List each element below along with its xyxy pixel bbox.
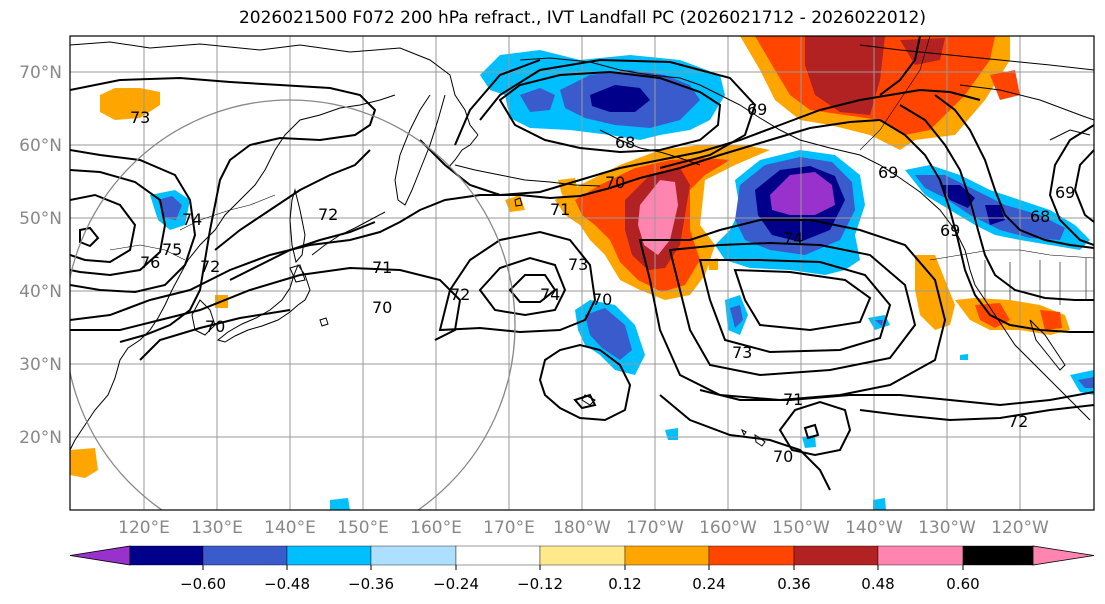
contour-label: 71 [783, 390, 803, 409]
lat-label: 40°N [19, 282, 62, 302]
lon-label: 150°W [772, 518, 830, 538]
contour-label: 76 [140, 253, 160, 272]
colorbar-segment [877, 545, 964, 566]
contour-label: 70 [605, 173, 625, 192]
contour-label: 72 [200, 257, 220, 276]
colorbar-tick-label: 0.36 [777, 575, 810, 593]
colorbar-tick-label: −0.12 [517, 575, 563, 593]
lon-label: 130°W [918, 518, 976, 538]
contour-label: 68 [615, 133, 635, 152]
contour-label: 70 [592, 290, 612, 309]
contour-label: 71 [372, 258, 392, 277]
colorbar-tick-label: −0.60 [180, 575, 226, 593]
lat-label: 20°N [19, 428, 62, 448]
colorbar: −0.60 −0.48 −0.36 −0.24 −0.12 0.12 0.24 … [69, 545, 1095, 593]
map-title: 2026021500 F072 200 hPa refract., IVT La… [238, 8, 926, 28]
lat-label: 30°N [19, 355, 62, 375]
contour-label: 72 [1008, 412, 1028, 431]
contour-label: 69 [1055, 183, 1075, 202]
lon-label: 180°W [553, 518, 611, 538]
contour-label: 72 [450, 285, 470, 304]
colorbar-segment [370, 545, 457, 566]
colorbar-segment [129, 545, 204, 566]
colorbar-segment [202, 545, 288, 566]
lon-label: 140°E [264, 518, 316, 538]
refractivity-contours [70, 36, 1094, 491]
contour-label: 70 [205, 317, 225, 336]
lon-label: 160°E [410, 518, 462, 538]
contour-label: 75 [162, 240, 182, 259]
contour-label: 73 [568, 255, 588, 274]
colorbar-segment [962, 545, 1034, 566]
lon-label: 170°W [626, 518, 684, 538]
colorbar-tick-label: 0.24 [692, 575, 725, 593]
lon-label: 120°W [991, 518, 1049, 538]
lat-label: 70°N [19, 63, 62, 83]
range-ring [70, 99, 516, 510]
lon-label: 130°E [191, 518, 243, 538]
lon-label: 160°W [699, 518, 757, 538]
lat-label: 60°N [19, 136, 62, 156]
latitude-labels: 70°N 60°N 50°N 40°N 30°N 20°N [19, 63, 62, 448]
colorbar-tick-label: 0.60 [946, 575, 979, 593]
contour-label: 69 [747, 100, 767, 119]
map-frame [69, 35, 1095, 511]
contour-label: 69 [940, 221, 960, 240]
colorbar-segment [624, 545, 710, 566]
contour-label: 73 [732, 343, 752, 362]
contour-label: 74 [540, 285, 560, 304]
colorbar-tick-label: 0.48 [861, 575, 894, 593]
contour-label: 70 [773, 447, 793, 466]
contour-label: 69 [878, 163, 898, 182]
colorbar-min-arrow [69, 545, 131, 566]
lon-label: 140°W [845, 518, 903, 538]
contour-label: 73 [130, 108, 150, 127]
lon-label: 170°E [483, 518, 535, 538]
contour-label: 74 [182, 210, 202, 229]
contour-label: 68 [1030, 207, 1050, 226]
colorbar-tick-label: −0.48 [264, 575, 310, 593]
contour-labels: 73 76 75 74 72 70 72 71 70 72 74 73 70 6… [130, 100, 1075, 466]
colorbar-tick-label: −0.24 [433, 575, 479, 593]
colorbar-tick-label: −0.36 [348, 575, 394, 593]
lon-label: 150°E [337, 518, 389, 538]
colorbar-segment [539, 545, 626, 566]
colorbar-tick-label: 0.12 [608, 575, 641, 593]
lon-label: 120°E [118, 518, 170, 538]
lat-label: 50°N [19, 209, 62, 229]
colorbar-segment [286, 545, 372, 566]
contour-label: 74 [783, 229, 803, 248]
longitude-labels: 120°E 130°E 140°E 150°E 160°E 170°E 180°… [118, 518, 1049, 538]
contour-label: 70 [372, 298, 392, 317]
contour-label: 72 [318, 205, 338, 224]
contour-label: 71 [550, 200, 570, 219]
colorbar-max-arrow [1032, 545, 1095, 566]
colorbar-segment [793, 545, 879, 566]
gridlines [70, 36, 1094, 510]
colorbar-segment [708, 545, 795, 566]
colorbar-ticks [202, 565, 964, 570]
colorbar-segment [455, 545, 541, 566]
